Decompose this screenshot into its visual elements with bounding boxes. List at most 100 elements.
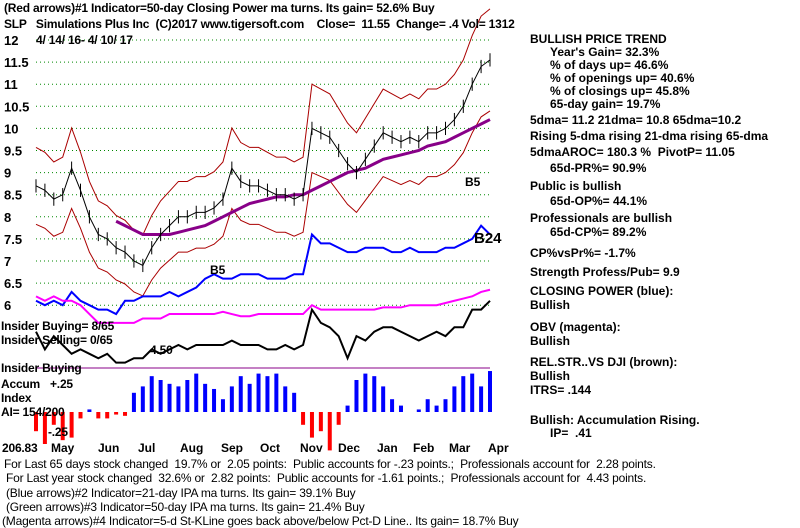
plus-25: +.25	[50, 377, 73, 391]
annotation: B24	[474, 230, 502, 247]
accum-bar	[363, 373, 368, 412]
y-tick-label: 9.5	[4, 144, 22, 159]
accum-bar	[114, 412, 119, 415]
accum-bar	[274, 373, 279, 412]
accum-bar	[372, 376, 377, 412]
y-tick-label: 8	[4, 210, 11, 225]
month-label: Jun	[98, 441, 119, 455]
month-label: Feb	[413, 441, 434, 455]
accum-bar	[185, 380, 190, 412]
annotation: B5	[210, 263, 226, 277]
accum-bar	[470, 373, 475, 412]
y-tick-label: 9	[4, 166, 11, 181]
rs-title: REL.STR..VS DJI (brown):	[530, 355, 678, 369]
closings-up: % of closings up= 45.8%	[550, 84, 690, 98]
y-tick-label: 10	[4, 121, 18, 136]
obv-title: OBV (magenta):	[530, 320, 621, 334]
month-label: Sep	[221, 441, 243, 455]
accum-bar	[256, 373, 261, 412]
pros-status: Professionals are bullish	[530, 211, 673, 225]
month-label: Mar	[449, 441, 471, 455]
accum-bar	[149, 376, 154, 412]
upper-band	[35, 8, 491, 236]
y-tick-label: 7.5	[4, 232, 22, 247]
insider-buying: Insider Buying= 8/65	[1, 319, 115, 333]
accum-bar	[69, 412, 74, 438]
accum-bar	[461, 376, 466, 412]
dma-values: 5dma= 11.2 21dma= 10.8 65dma=10.2	[530, 113, 742, 127]
accum-bar	[158, 380, 163, 412]
accum-bar	[203, 383, 208, 412]
date-range: 4/ 14/ 16- 4/ 10/ 17	[36, 33, 133, 47]
month-label: Dec	[338, 441, 360, 455]
accum-bar	[176, 386, 181, 412]
accum-bar	[292, 392, 297, 412]
y-tick-label: 12	[4, 33, 18, 48]
month-label: May	[51, 441, 75, 455]
y-tick-label: 11	[4, 77, 18, 92]
y-tick-label: 10.5	[4, 99, 29, 114]
accum-bar	[265, 376, 270, 412]
accum-bar	[336, 412, 341, 425]
ip-value: IP= .41	[550, 426, 592, 440]
pr-pct: 65d-PR%= 90.9%	[550, 161, 647, 175]
public-status: Public is bullish	[530, 179, 622, 193]
accum-bar	[301, 412, 306, 425]
accum-bar	[34, 412, 38, 432]
annotation: B5	[465, 175, 481, 189]
accum-bar	[443, 399, 448, 412]
accum-bar	[60, 412, 65, 441]
y-tick-label: 6.5	[4, 276, 22, 291]
insider-selling: Insider Selling= 0/65	[1, 333, 113, 347]
accum-bar	[327, 412, 332, 451]
accum-bar	[140, 386, 145, 412]
accum-bar	[283, 386, 288, 412]
accum-bar	[229, 386, 234, 412]
accum-bar	[398, 405, 403, 412]
year-gain: Year's Gain= 32.3%	[550, 45, 660, 59]
month-label: Oct	[260, 441, 280, 455]
cp-vs-pr: CP%vsPr%= -1.7%	[530, 246, 636, 260]
accum-bar	[345, 405, 350, 412]
indicator-1-title: (Red arrows)#1 Indicator=50-day Closing …	[4, 1, 435, 15]
accum-bar	[96, 412, 101, 419]
accum-bar	[212, 388, 217, 412]
month-label: Aug	[180, 441, 203, 455]
rs-value: 4.50	[150, 343, 173, 357]
accum-bar	[220, 399, 225, 412]
cp-pct: 65d-CP%= 89.2%	[550, 225, 647, 239]
index-label: Index	[1, 391, 32, 405]
overlap-value: 206.83	[2, 441, 38, 455]
accum-bar	[354, 380, 359, 412]
obv-line	[35, 288, 491, 324]
accum-bar	[167, 383, 172, 412]
accum-bar	[381, 386, 386, 412]
accum-bar	[87, 409, 92, 412]
gain-65: 65-day gain= 19.7%	[550, 97, 661, 111]
accum-bar	[42, 412, 47, 444]
footer-year: For Last year stock changed 32.6% or 2.8…	[6, 471, 647, 485]
rising-dma: Rising 5-dma rising 21-dma rising 65-dma	[530, 129, 769, 143]
trend-title: BULLISH PRICE TREND	[530, 32, 667, 46]
accum-status: Bullish: Accumulation Rising.	[530, 413, 700, 427]
accum-bar	[425, 399, 430, 412]
cp-state: Bullish	[530, 298, 571, 312]
footer-65day: For Last 65 days stock changed 19.7% or …	[4, 457, 656, 471]
itrs: ITRS= .144	[530, 383, 592, 397]
month-label: Nov	[300, 441, 323, 455]
accum-bar	[51, 412, 56, 425]
price-chart: 12 11.5 11 10.5 10 9.5 9 8.5 8 7.5 7 6.5 6 May Jun Jul A…	[4, 8, 509, 455]
minus-25: -.25	[48, 425, 68, 439]
footer-blue-arrows: (Blue arrows)#2 Indicator=21-day IPA ma …	[6, 486, 356, 500]
stock-header: SLP Simulations Plus Inc (C)2017 www.tig…	[4, 17, 515, 31]
accum-bar	[238, 376, 243, 412]
accum-label: Accum	[1, 377, 41, 391]
accum-bar	[194, 373, 199, 412]
accum-bar	[78, 412, 83, 419]
accum-bar	[247, 383, 252, 412]
y-tick-label: 11.5	[4, 55, 29, 70]
rel-strength-line	[35, 300, 491, 364]
accum-bar	[452, 386, 457, 412]
aroc: 5dmaAROC= 180.3 % PivotP= 11.05	[530, 145, 735, 159]
y-tick-label: 8.5	[4, 188, 22, 203]
